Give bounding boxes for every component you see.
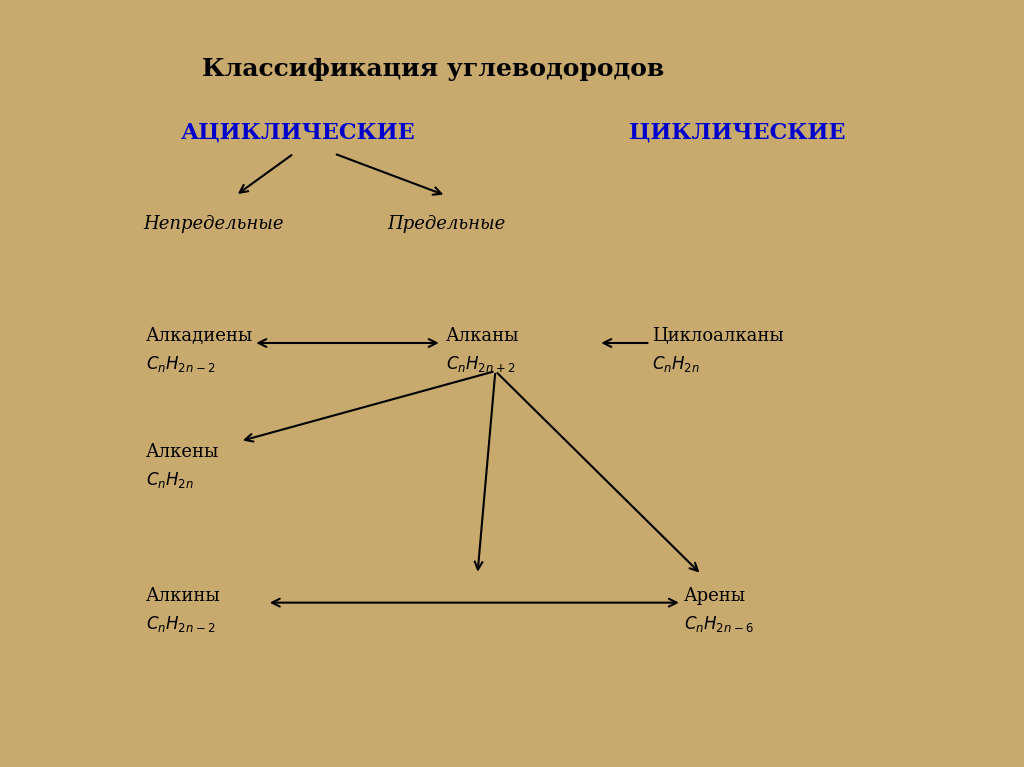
Text: $C_nH_{2n-2}$: $C_nH_{2n-2}$ [146,614,215,634]
Text: $C_nH_{2n}$: $C_nH_{2n}$ [652,354,700,374]
Text: Циклоалканы: Циклоалканы [652,327,784,345]
Text: Классификация углеводородов: Классификация углеводородов [202,58,664,81]
Text: Алкадиены: Алкадиены [146,327,253,345]
Text: ЦИКЛИЧЕСКИЕ: ЦИКЛИЧЕСКИЕ [629,121,846,143]
Text: Алканы: Алканы [446,327,519,345]
Text: $C_nH_{2n+2}$: $C_nH_{2n+2}$ [446,354,515,374]
Text: $C_nH_{2n-6}$: $C_nH_{2n-6}$ [684,614,754,634]
Text: Арены: Арены [684,587,745,604]
Text: $C_nH_{2n}$: $C_nH_{2n}$ [146,470,194,490]
Text: Алкены: Алкены [146,443,219,461]
Text: Алкины: Алкины [146,587,220,604]
Text: Предельные: Предельные [387,215,505,232]
Text: Непредельные: Непредельные [143,215,284,232]
Text: АЦИКЛИЧЕСКИЕ: АЦИКЛИЧЕСКИЕ [181,121,416,143]
Text: $C_nH_{2n-2}$: $C_nH_{2n-2}$ [146,354,215,374]
